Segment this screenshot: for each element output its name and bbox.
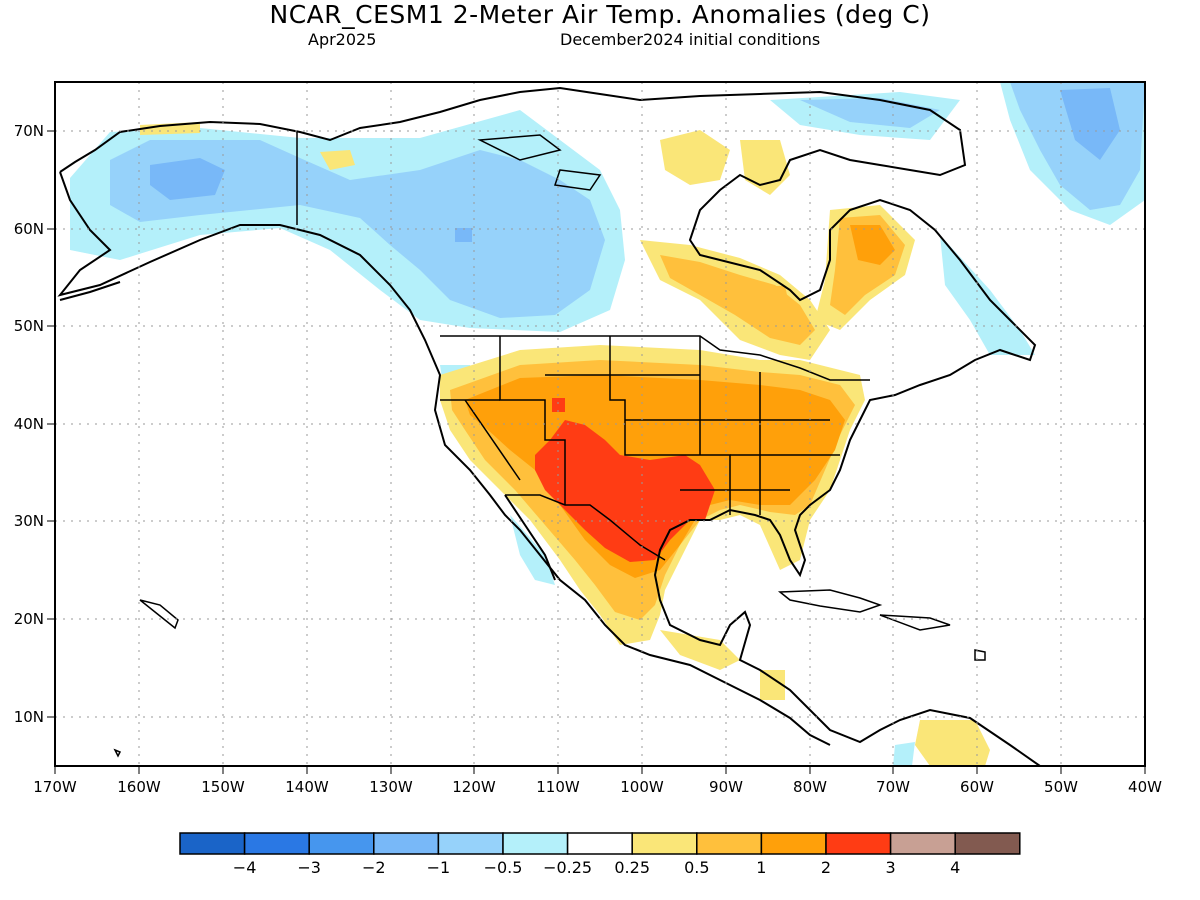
x-tick-label: 100W <box>620 778 664 796</box>
colorbar-label: 0.5 <box>684 858 709 877</box>
colorbar-swatch <box>502 832 569 855</box>
x-tick-label: 50W <box>1044 778 1078 796</box>
anomaly-region-blue <box>110 140 605 318</box>
y-tick-label: 60N <box>14 220 44 238</box>
x-tick-label: 170W <box>33 778 77 796</box>
islands <box>113 134 986 758</box>
x-tick-label: 70W <box>876 778 910 796</box>
x-tick-label: 90W <box>709 778 743 796</box>
x-tick-label: 130W <box>369 778 413 796</box>
colorbar-label: 0.25 <box>614 858 650 877</box>
y-tick-label: 10N <box>14 708 44 726</box>
x-axis: 170W 160W 150W 140W 130W 120W 110W 100W … <box>33 766 1162 796</box>
political-borders <box>296 132 870 561</box>
y-tick-label: 70N <box>14 122 44 140</box>
colorbar-swatch <box>889 832 956 855</box>
colorbar: −4 −3 −2 −1 −0.5 −0.25 0.25 0.5 1 2 3 4 <box>179 832 1021 877</box>
colorbar-label: 2 <box>821 858 831 877</box>
x-tick-label: 80W <box>793 778 827 796</box>
x-tick-label: 150W <box>201 778 245 796</box>
anomaly-region-red <box>535 420 715 562</box>
colorbar-label: −0.5 <box>484 858 523 877</box>
x-tick-label: 160W <box>117 778 161 796</box>
colorbar-label: −0.25 <box>543 858 592 877</box>
y-tick-label: 40N <box>14 415 44 433</box>
colorbar-swatch <box>373 832 440 855</box>
y-tick-label: 20N <box>14 610 44 628</box>
colorbar-swatch <box>696 832 763 855</box>
graticule <box>55 82 1145 766</box>
colorbar-swatch <box>308 832 375 855</box>
colorbar-swatch <box>179 832 246 855</box>
colorbar-swatch <box>954 832 1021 855</box>
y-axis: 10N 20N 30N 40N 50N 60N 70N <box>14 122 55 726</box>
anomaly-region-medium-blue <box>150 158 225 200</box>
colorbar-swatch <box>825 832 892 855</box>
x-tick-label: 40W <box>1128 778 1162 796</box>
colorbar-swatch <box>760 832 827 855</box>
x-tick-label: 120W <box>452 778 496 796</box>
y-tick-label: 30N <box>14 512 44 530</box>
map-layer <box>55 82 1145 766</box>
x-tick-label: 60W <box>960 778 994 796</box>
colorbar-label: −1 <box>427 858 451 877</box>
colorbar-swatch <box>631 832 698 855</box>
x-tick-label: 110W <box>536 778 580 796</box>
colorbar-label: −2 <box>362 858 386 877</box>
chart-title: NCAR_CESM1 2-Meter Air Temp. Anomalies (… <box>269 0 931 29</box>
forecast-month: Apr2025 <box>308 30 377 49</box>
y-tick-label: 50N <box>14 317 44 335</box>
colorbar-label: 4 <box>950 858 960 877</box>
initial-conditions: December2024 initial conditions <box>560 30 821 49</box>
colorbar-swatch <box>243 832 310 855</box>
x-tick-label: 140W <box>285 778 329 796</box>
colorbar-label: 3 <box>886 858 896 877</box>
coastlines <box>57 86 1041 766</box>
colorbar-swatch <box>566 832 633 855</box>
colorbar-label: −3 <box>297 858 321 877</box>
colorbar-label: 1 <box>756 858 766 877</box>
colorbar-swatch <box>437 832 504 855</box>
colorbar-label: −4 <box>233 858 257 877</box>
